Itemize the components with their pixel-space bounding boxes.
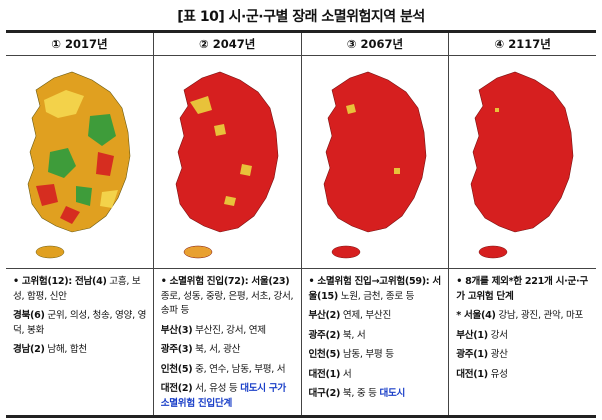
line-lead: 대전(1) [308,368,341,380]
column-2067: ③ 2067년 • 소멸위험 진입→고위험(59): 서울(15) 노원, 금천… [301,33,450,415]
line-rest: 서, 유성 등 [192,383,241,394]
line-lead: • 고위험(12): 전남(4) [13,276,107,287]
line-lead: 부산(3) [160,324,193,336]
line-rest: 강남, 광진, 관악, 마포 [495,310,584,321]
line-rest: 남해, 합천 [44,344,87,355]
column-2117: ④ 2117년 • 8개를 제외*한 221개 시·군·구가 고위험 단계 * … [449,33,596,415]
line-rest: 남동, 부평 등 [340,349,394,360]
line-rest: 노원, 금천, 종로 등 [337,290,415,302]
line-lead: 경남(2) [13,344,45,355]
line-rest: 유성 [487,368,508,380]
column-header: ③ 2067년 [301,33,449,56]
line-rest: 강서 [487,329,508,341]
korea-map-2047 [153,56,301,269]
korea-map-icon [323,71,426,259]
line-lead: 경북(6) [13,310,45,321]
line-rest: 종로, 성동, 중랑, 은평, 서초, 강서, 송파 등 [160,290,294,317]
line-highlight: 대도시 구가 소멸위험 진입단계 [160,383,286,409]
column-header: ② 2047년 [153,33,301,56]
line-lead: 대전(1) [456,368,488,380]
column-header: ① 2017년 [6,33,153,56]
line-lead: 광주(3) [160,344,193,355]
line-lead: 인천(5) [308,349,341,360]
comparison-table: ① 2017년 • 고위험(12): 전남(4) 고흥, 보성, 함평, 신안 [6,30,596,418]
table-title: [표 10] 시·군·구별 장래 소멸위험지역 분석 [0,6,602,26]
korea-map-icon [470,71,574,259]
line-rest: 북, 서 [340,329,366,341]
line-rest: 고흥, 보성, 함평, 신안 [13,276,141,302]
korea-map-2017 [6,56,153,269]
line-rest: 북, 서, 광산 [192,344,241,355]
line-lead: • 8개를 제외*한 221개 시·군·구가 고위험 단계 [456,276,588,302]
line-lead: • 소멸위험 진입(72): 서울(23) [160,276,290,287]
line-rest: 중, 연수, 남동, 부평, 서 [192,363,286,375]
line-rest: 연제, 부산진 [340,310,391,321]
column-text: • 소멸위험 진입(72): 서울(23) 종로, 성동, 중랑, 은평, 서초… [154,269,301,411]
line-lead: • 소멸위험 진입→고위험(59): 서울(15) [308,276,442,302]
column-header: ④ 2117년 [449,33,596,56]
line-lead: 인천(5) [160,363,193,375]
line-lead: 부산(2) [308,310,341,321]
line-lead: 부산(1) [456,329,488,341]
line-rest: 부산진, 강서, 연제 [192,324,266,336]
korea-map-2067 [301,56,449,269]
line-lead: 광주(1) [456,349,488,360]
column-2047: ② 2047년 • 소멸위험 진입(72): 서울(23) 종로, 성동, 중랑… [153,33,302,415]
line-lead: 대구(2) [308,388,341,399]
line-lead: 광주(2) [308,329,341,341]
table-tag: [표 10] [177,9,225,25]
line-rest: 광산 [487,349,508,360]
column-2017: ① 2017년 • 고위험(12): 전남(4) 고흥, 보성, 함평, 신안 [6,33,154,415]
korea-map-2117 [449,56,596,269]
line-highlight: 대도시 [379,388,406,399]
column-text: • 고위험(12): 전남(4) 고흥, 보성, 함평, 신안 경북(6) 군위… [6,269,153,358]
korea-map-icon [175,71,279,259]
line-lead: 대전(2) [160,383,193,394]
line-rest: 서 [340,368,352,380]
line-rest: 북, 중 등 [340,388,380,399]
line-lead: * 서울(4) [456,310,496,321]
column-text: • 소멸위험 진입→고위험(59): 서울(15) 노원, 금천, 종로 등 부… [302,269,449,402]
line-rest: 군위, 의성, 청송, 영양, 영덕, 봉화 [13,310,147,336]
column-text: • 8개를 제외*한 221개 시·군·구가 고위험 단계 * 서울(4) 강남… [449,269,596,382]
korea-map-icon [27,71,131,259]
table-title-text: 시·군·구별 장래 소멸위험지역 분석 [228,9,426,25]
